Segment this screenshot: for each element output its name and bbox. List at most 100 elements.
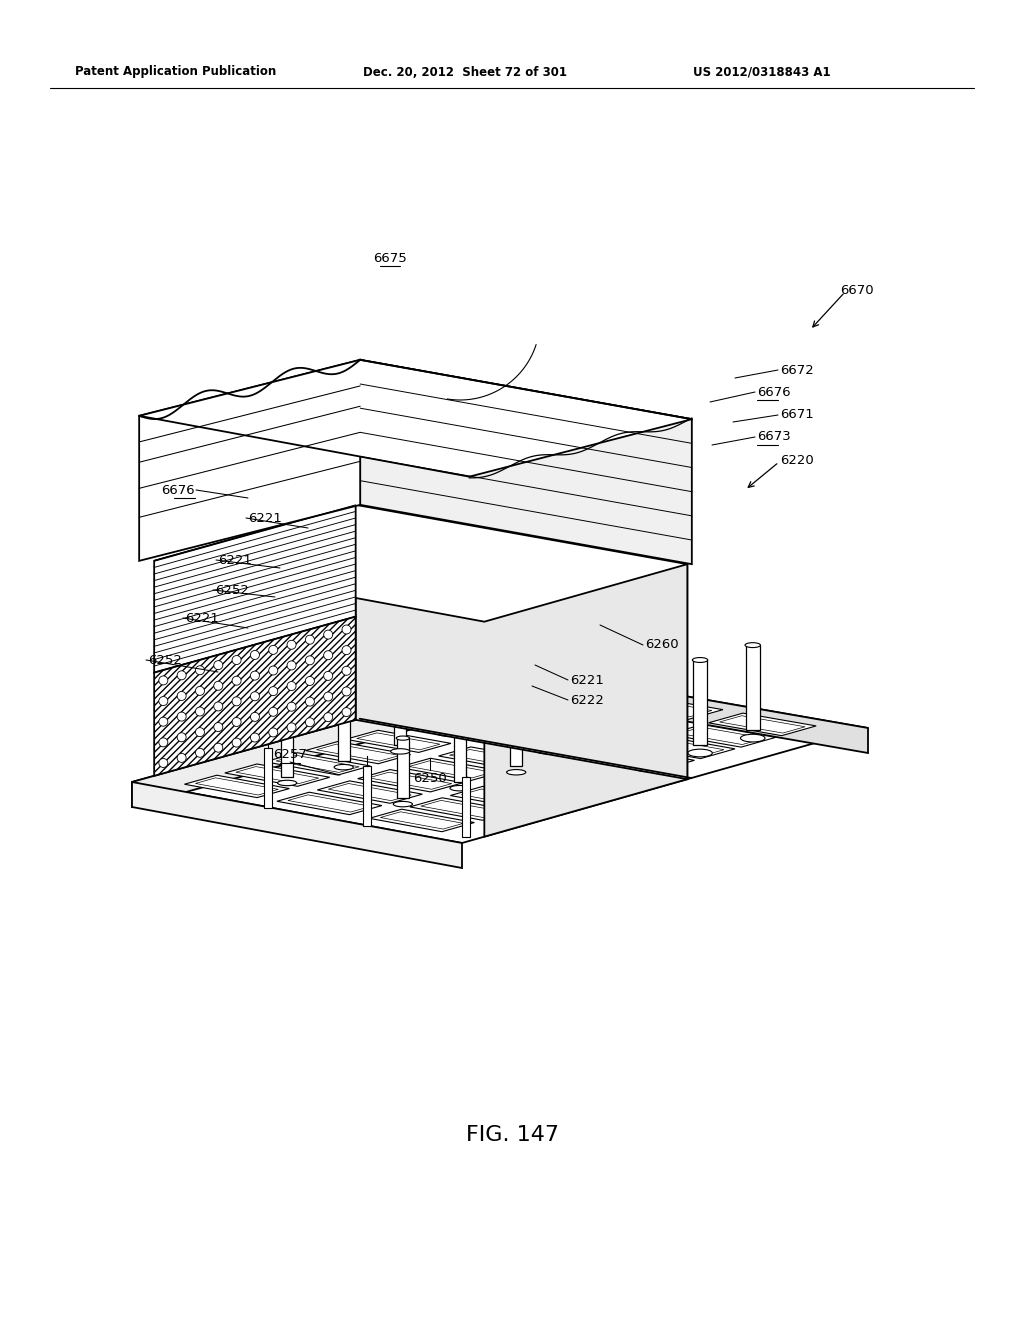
Ellipse shape — [450, 785, 469, 791]
Circle shape — [251, 713, 259, 721]
Circle shape — [232, 656, 241, 664]
Circle shape — [159, 759, 168, 767]
Polygon shape — [639, 738, 724, 756]
Circle shape — [214, 722, 223, 731]
Circle shape — [177, 671, 186, 680]
Polygon shape — [453, 706, 538, 723]
Polygon shape — [360, 360, 692, 564]
Polygon shape — [720, 715, 805, 733]
Polygon shape — [380, 812, 463, 829]
Polygon shape — [640, 675, 654, 760]
Text: US 2012/0318843 A1: US 2012/0318843 A1 — [693, 66, 830, 78]
Circle shape — [324, 651, 333, 660]
Circle shape — [324, 692, 333, 701]
Polygon shape — [451, 787, 555, 809]
Circle shape — [214, 660, 223, 669]
Ellipse shape — [635, 764, 659, 772]
Circle shape — [287, 661, 296, 671]
Polygon shape — [531, 763, 637, 785]
Polygon shape — [646, 627, 659, 713]
Ellipse shape — [440, 638, 456, 642]
Polygon shape — [510, 706, 522, 766]
Ellipse shape — [396, 737, 410, 741]
Circle shape — [268, 667, 278, 675]
Ellipse shape — [278, 780, 297, 785]
Polygon shape — [421, 800, 504, 817]
Ellipse shape — [334, 764, 353, 770]
Circle shape — [287, 723, 296, 731]
Text: 6221: 6221 — [218, 553, 252, 566]
Polygon shape — [438, 747, 544, 770]
Text: 6260: 6260 — [645, 639, 679, 652]
Polygon shape — [493, 694, 579, 711]
Text: 6675: 6675 — [373, 252, 407, 264]
Polygon shape — [541, 657, 555, 742]
Circle shape — [251, 651, 259, 660]
Polygon shape — [587, 747, 694, 770]
Polygon shape — [505, 734, 591, 751]
Polygon shape — [628, 737, 735, 759]
Polygon shape — [317, 781, 422, 804]
Circle shape — [196, 748, 205, 758]
Ellipse shape — [453, 721, 466, 725]
Text: 6257: 6257 — [273, 748, 307, 762]
Polygon shape — [454, 722, 466, 783]
Polygon shape — [709, 713, 816, 735]
Ellipse shape — [281, 715, 294, 719]
Polygon shape — [355, 504, 687, 779]
Polygon shape — [398, 758, 504, 780]
Circle shape — [342, 667, 351, 676]
Ellipse shape — [337, 700, 350, 704]
Circle shape — [287, 681, 296, 690]
Circle shape — [159, 676, 168, 685]
Circle shape — [177, 692, 186, 701]
Polygon shape — [450, 750, 532, 767]
Circle shape — [251, 671, 259, 680]
Circle shape — [342, 624, 351, 634]
Polygon shape — [362, 766, 371, 826]
Ellipse shape — [393, 801, 413, 807]
Ellipse shape — [745, 643, 761, 648]
Polygon shape — [495, 731, 601, 754]
Ellipse shape — [536, 746, 560, 754]
Ellipse shape — [546, 607, 561, 612]
Polygon shape — [329, 784, 412, 801]
Circle shape — [214, 743, 223, 752]
Polygon shape — [394, 685, 407, 746]
Text: 6222: 6222 — [570, 693, 604, 706]
Circle shape — [324, 713, 333, 722]
Circle shape — [268, 686, 278, 696]
Polygon shape — [574, 709, 682, 731]
Polygon shape — [502, 777, 585, 795]
Ellipse shape — [692, 657, 708, 663]
Text: 6672: 6672 — [780, 363, 814, 376]
Circle shape — [196, 686, 205, 696]
Polygon shape — [139, 360, 692, 477]
Polygon shape — [543, 766, 626, 783]
Circle shape — [268, 708, 278, 717]
Polygon shape — [282, 717, 293, 777]
Polygon shape — [668, 725, 775, 747]
Ellipse shape — [507, 770, 525, 775]
Circle shape — [232, 718, 241, 726]
Ellipse shape — [645, 626, 660, 630]
Polygon shape — [369, 772, 452, 789]
Circle shape — [232, 697, 241, 706]
Circle shape — [287, 640, 296, 649]
Circle shape — [324, 630, 333, 639]
Circle shape — [177, 754, 186, 763]
Polygon shape — [745, 645, 760, 730]
Ellipse shape — [540, 655, 555, 660]
Polygon shape — [615, 697, 723, 719]
Circle shape — [232, 676, 241, 685]
Polygon shape — [410, 797, 515, 820]
Polygon shape — [224, 764, 330, 787]
Text: 6673: 6673 — [757, 430, 791, 444]
Circle shape — [214, 702, 223, 711]
Polygon shape — [132, 671, 868, 843]
Polygon shape — [346, 730, 451, 752]
Polygon shape — [482, 692, 590, 714]
Polygon shape — [236, 767, 318, 784]
Polygon shape — [494, 624, 508, 710]
Ellipse shape — [510, 704, 523, 709]
